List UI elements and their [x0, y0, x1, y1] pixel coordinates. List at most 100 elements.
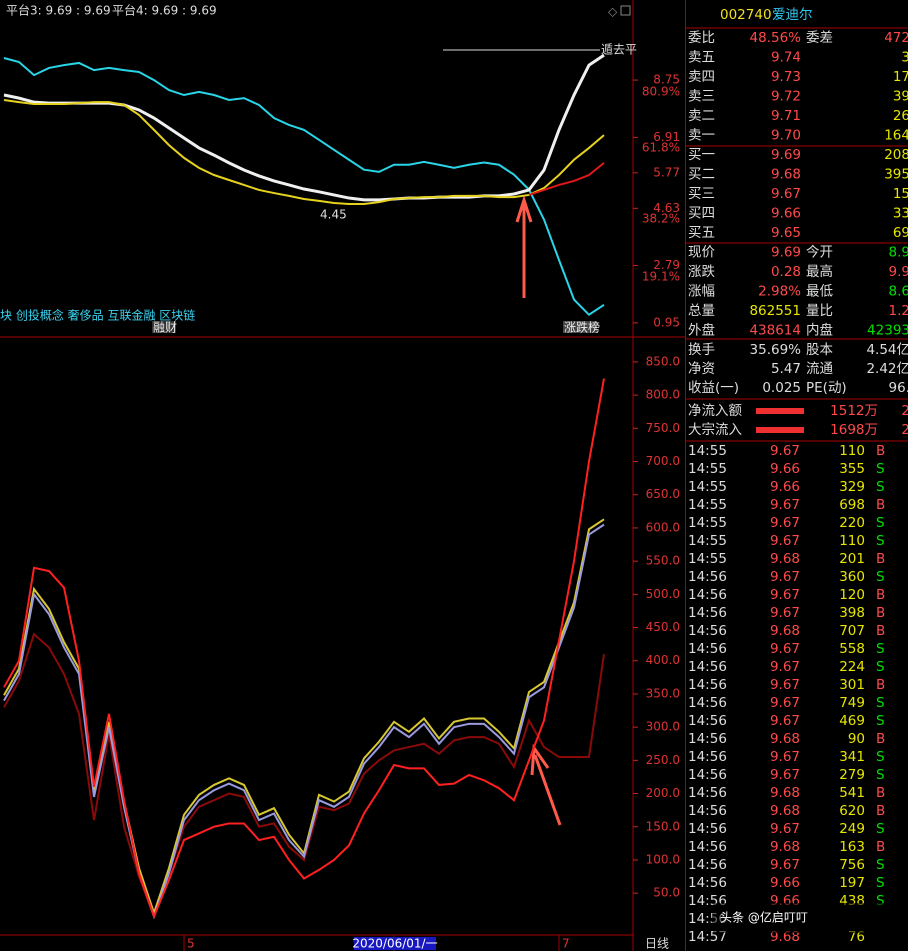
flow-value: 1512万 — [830, 403, 878, 419]
percent-label: 19.1% — [642, 270, 680, 284]
book-volume: 26 — [893, 108, 908, 124]
trade-time: 14:56 — [688, 839, 727, 855]
info-value: 35.69% — [750, 342, 802, 358]
icon[interactable]: ◇ — [608, 5, 618, 19]
book-price: 9.65 — [771, 225, 801, 241]
trade-time: 14:56 — [688, 803, 727, 819]
book-price: 9.67 — [771, 186, 801, 202]
trade-price: 9.66 — [770, 479, 800, 495]
book-label: 买三 — [688, 186, 715, 202]
stat-value: 438614 — [749, 323, 801, 339]
trade-price: 9.67 — [770, 515, 800, 531]
trade-side: B — [876, 443, 885, 459]
trade-side: S — [876, 713, 885, 729]
book-volume: 33 — [893, 206, 908, 222]
percent-label: 38.2% — [642, 212, 680, 226]
stat-value: 8.9 — [889, 245, 908, 261]
x-tick-label: 5 — [187, 937, 195, 951]
info-label: 换手 — [688, 342, 715, 358]
book-label: 买五 — [688, 225, 715, 241]
legend-entry: 平台3: 9.69 : 9.69 — [6, 3, 111, 18]
trade-side: S — [876, 659, 885, 675]
trade-volume: 355 — [839, 461, 865, 477]
book-label: 买二 — [688, 167, 715, 183]
y-tick-label: 750.0 — [646, 421, 680, 435]
badge-label: 融财 — [153, 321, 177, 335]
badge — [563, 321, 597, 333]
trade-side: S — [876, 767, 885, 783]
watermark-bg — [712, 903, 890, 933]
trade-time: 14:56 — [688, 569, 727, 585]
stat-value: 9.69 — [771, 245, 801, 261]
book-label: 卖二 — [688, 108, 715, 124]
label: 委差 — [806, 30, 833, 46]
info-value: 0.025 — [762, 380, 801, 396]
y-tick-label: 850.0 — [646, 354, 680, 368]
trade-time: 14:56 — [688, 659, 727, 675]
trade-volume: 110 — [839, 533, 865, 549]
trade-side: B — [876, 605, 885, 621]
y-tick-label: 400.0 — [646, 653, 680, 667]
stat-value: 42393 — [867, 323, 908, 339]
label: 委比 — [688, 30, 715, 46]
y-tick-label: 800.0 — [646, 388, 680, 402]
y-tick-label: 450.0 — [646, 620, 680, 634]
trade-price: 9.67 — [770, 695, 800, 711]
trade-time: 14:56 — [688, 749, 727, 765]
series-line — [3, 378, 605, 920]
trade-price: 9.67 — [770, 533, 800, 549]
trade-price: 9.67 — [770, 713, 800, 729]
trade-volume: 90 — [848, 731, 865, 747]
trade-side: B — [876, 551, 885, 567]
trade-volume: 469 — [839, 713, 865, 729]
info-label: 净资 — [688, 361, 715, 377]
trade-price: 9.68 — [770, 623, 800, 639]
book-price: 9.69 — [771, 147, 801, 163]
trade-volume: 249 — [839, 821, 865, 837]
book-label: 卖一 — [688, 128, 715, 144]
trade-side: S — [876, 695, 885, 711]
icon[interactable] — [620, 5, 631, 16]
stat-label: 今开 — [806, 245, 833, 261]
trade-time: 14:56 — [688, 587, 727, 603]
annotation: 遁去平 — [601, 43, 637, 57]
stat-value: 0.28 — [771, 264, 801, 280]
stat-label: 涨幅 — [688, 284, 715, 300]
y-tick-label: 500.0 — [646, 587, 680, 601]
stock-code: 002740 — [720, 7, 772, 23]
trade-side: B — [876, 587, 885, 603]
trade-volume: 541 — [839, 785, 865, 801]
y-tick-label: 2.79 — [653, 258, 680, 272]
y-tick-label: 250.0 — [646, 753, 680, 767]
trade-side: S — [876, 857, 885, 873]
stock-name: 爱迪尔 — [772, 7, 813, 23]
trade-side: B — [876, 839, 885, 855]
value: 48.56% — [750, 30, 802, 46]
info-value: 2.42亿 — [866, 361, 908, 377]
flow-label: 净流入额 — [688, 403, 742, 419]
book-price: 9.72 — [771, 89, 801, 105]
trade-price: 9.67 — [770, 659, 800, 675]
book-price: 9.70 — [771, 128, 801, 144]
trade-time: 14:56 — [688, 695, 727, 711]
trade-volume: 120 — [839, 587, 865, 603]
book-price: 9.66 — [771, 206, 801, 222]
trade-time: 14:56 — [688, 641, 727, 657]
trade-volume: 756 — [839, 857, 865, 873]
trade-price: 9.68 — [770, 803, 800, 819]
trade-volume: 197 — [839, 875, 865, 891]
trade-volume: 163 — [839, 839, 865, 855]
trade-time: 14:56 — [688, 605, 727, 621]
book-price: 9.74 — [771, 50, 801, 66]
book-volume: 17 — [893, 69, 908, 85]
trade-side: S — [876, 749, 885, 765]
concept-tags: 块 创投概念 奢侈品 互联金融 区块链 — [0, 308, 195, 323]
trade-price: 9.67 — [770, 767, 800, 783]
trade-time: 14:55 — [688, 443, 727, 459]
trade-side: S — [876, 821, 885, 837]
book-label: 卖四 — [688, 69, 715, 85]
legend-entry: 平台4: 9.69 : 9.69 — [112, 3, 217, 18]
trade-price: 9.66 — [770, 875, 800, 891]
book-volume: 208 — [884, 147, 908, 163]
